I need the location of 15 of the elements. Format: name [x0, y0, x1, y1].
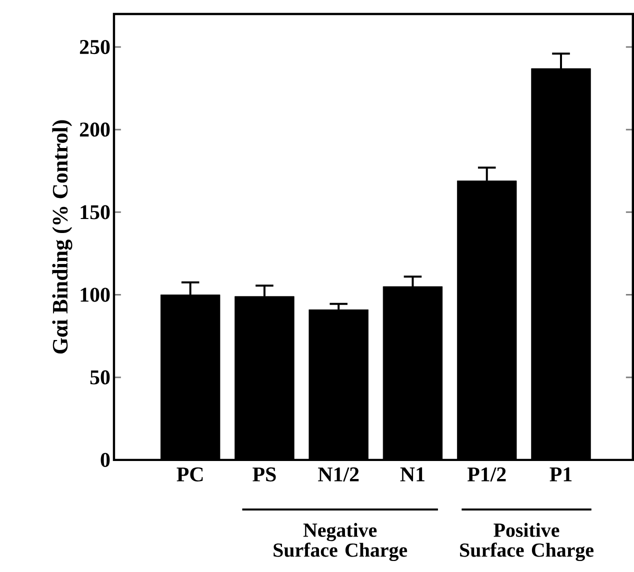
- x-tick-label: PS: [252, 467, 276, 482]
- text: Positive Surface Charge: [460, 522, 594, 562]
- y-axis-title: Gαi Binding (% Control): [52, 120, 72, 354]
- text: Negative Surface Charge: [274, 522, 408, 562]
- y-tick-label: 200: [80, 122, 110, 137]
- y-tick-label: 100: [80, 288, 110, 302]
- y-tick-label: 150: [80, 205, 110, 220]
- x-tick-label: N1/2: [318, 467, 359, 482]
- x-tick-label: PC: [176, 467, 203, 482]
- y-tick-label: 50: [90, 370, 110, 384]
- y-tick-label: 250: [80, 40, 110, 54]
- x-tick-label: N1: [400, 467, 424, 482]
- x-tick-label: P1/2: [467, 467, 506, 482]
- x-tick-label: P1: [550, 467, 572, 482]
- y-tick-label: 0: [100, 452, 110, 468]
